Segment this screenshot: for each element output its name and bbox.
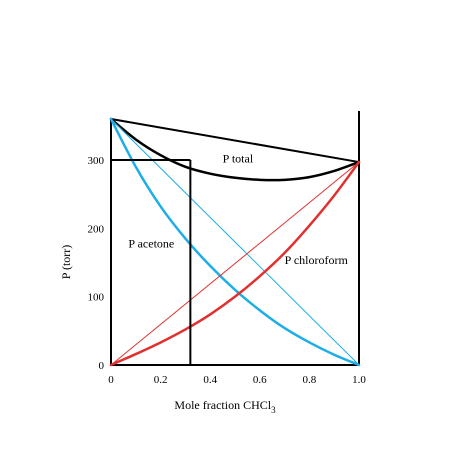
ideal-line-1-series bbox=[110, 118, 360, 164]
x-tick-label: 0.4 bbox=[203, 374, 217, 386]
p-total-label: P total bbox=[223, 152, 254, 166]
x-tick-label: 0.2 bbox=[154, 374, 168, 386]
y-tick-label: 100 bbox=[88, 292, 105, 304]
y-tick-label: 200 bbox=[88, 223, 105, 235]
p-chloroform-label: P chloroform bbox=[285, 253, 349, 267]
x-tick-label: 0.8 bbox=[303, 374, 317, 386]
p-chloroform-series bbox=[109, 160, 361, 367]
y-axis-label: P (torr) bbox=[59, 245, 73, 280]
x-tick-label: 1.0 bbox=[352, 374, 366, 386]
y-tick-label: 0 bbox=[99, 360, 105, 372]
ideal-line-5-series bbox=[110, 161, 360, 366]
p-total-series bbox=[109, 117, 361, 182]
p-acetone-label: P acetone bbox=[128, 236, 174, 250]
x-axis-label: Mole fraction CHCl3 bbox=[174, 398, 276, 415]
p-acetone-series bbox=[109, 117, 361, 367]
y-tick-label: 300 bbox=[88, 155, 105, 167]
x-tick-label: 0.6 bbox=[253, 374, 267, 386]
x-tick-label: 0 bbox=[108, 374, 114, 386]
